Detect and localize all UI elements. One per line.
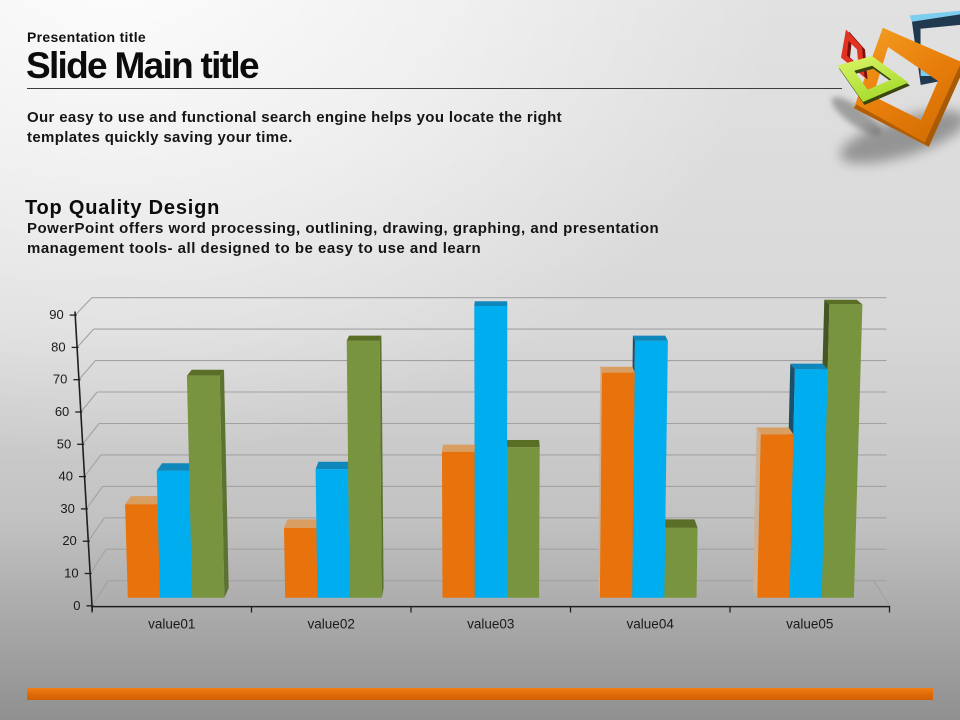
svg-text:value03: value03 xyxy=(467,617,514,632)
svg-text:20: 20 xyxy=(62,533,76,548)
svg-text:value05: value05 xyxy=(786,617,833,632)
svg-text:30: 30 xyxy=(60,501,74,516)
svg-text:90: 90 xyxy=(49,307,63,322)
svg-text:10: 10 xyxy=(64,566,78,581)
svg-text:value01: value01 xyxy=(148,617,195,632)
svg-text:80: 80 xyxy=(51,339,65,354)
svg-text:value04: value04 xyxy=(627,617,675,632)
svg-text:40: 40 xyxy=(59,469,73,484)
svg-text:0: 0 xyxy=(73,598,80,613)
svg-text:50: 50 xyxy=(57,436,71,451)
svg-text:60: 60 xyxy=(55,404,69,419)
svg-text:70: 70 xyxy=(53,372,67,387)
svg-text:value02: value02 xyxy=(308,617,355,632)
